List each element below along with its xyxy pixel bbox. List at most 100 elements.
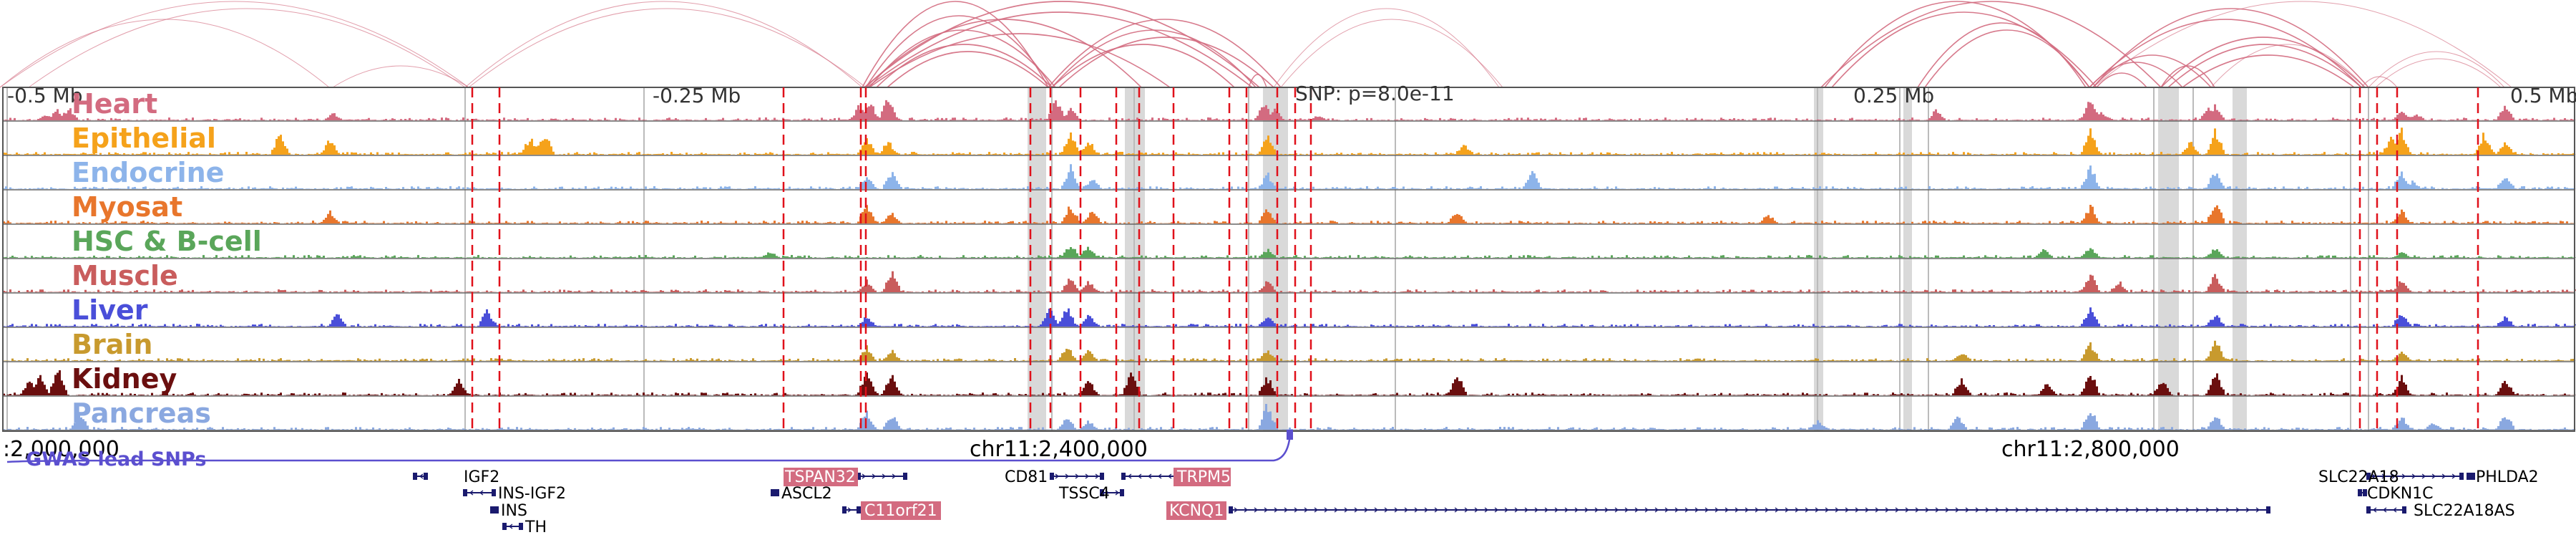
gene-trpm5[interactable]: TRPM5: [1121, 468, 1231, 486]
track-liver[interactable]: [3, 307, 2576, 328]
exon: [1100, 473, 1104, 480]
gene-tssc4[interactable]: TSSC4: [1058, 485, 1124, 503]
gene-label[interactable]: C11orf21: [864, 502, 937, 520]
gene-tspan32[interactable]: TSPAN32: [784, 468, 907, 486]
track-brain[interactable]: [3, 340, 2576, 362]
strand-arrow: [1244, 507, 1249, 513]
strand-arrow: [2255, 507, 2260, 513]
strand-arrow: [1865, 507, 1870, 513]
strand-arrow: [479, 490, 484, 496]
gene-ascl2[interactable]: ASCL2: [771, 485, 832, 503]
strand-arrow: [1825, 507, 1830, 513]
strand-arrow: [1985, 507, 1990, 513]
strand-arrow: [1584, 507, 1589, 513]
interaction-arc-37: [2210, 44, 2366, 88]
signal-tracks: [2, 87, 2576, 432]
gene-label[interactable]: SLC22A18AS: [2414, 502, 2515, 520]
track-label-endocrine[interactable]: Endocrine: [72, 157, 224, 188]
track-kidney[interactable]: [3, 370, 2576, 397]
gene-igf2[interactable]: IGF2: [413, 468, 499, 486]
strand-arrow: [1404, 507, 1409, 513]
gene-label[interactable]: PHLDA2: [2476, 468, 2539, 486]
gene-phlda2[interactable]: PHLDA2: [2467, 468, 2539, 486]
track-label-muscle[interactable]: Muscle: [72, 260, 178, 291]
gene-label[interactable]: KCNQ1: [1169, 502, 1224, 520]
gene-label[interactable]: SLC22A18: [2318, 468, 2399, 486]
track-signal: [3, 340, 2576, 361]
gene-label[interactable]: CDKN1C: [2367, 485, 2434, 503]
track-label-kidney[interactable]: Kidney: [72, 363, 177, 395]
interaction-arc-19: [1248, 74, 1267, 88]
track-label-hsc-bcell[interactable]: HSC & B-cell: [72, 226, 262, 257]
interaction-arc-39: [2368, 51, 2505, 88]
interaction-arc-5: [468, 8, 867, 88]
track-hsc-b-cell[interactable]: [3, 246, 2576, 259]
gene-cdkn1c[interactable]: CDKN1C: [2358, 485, 2434, 503]
gene-th[interactable]: TH: [502, 519, 547, 536]
strand-arrow: [2195, 507, 2200, 513]
gene-label[interactable]: INS-IGF2: [498, 485, 566, 503]
track-heart[interactable]: [3, 100, 2576, 122]
exon: [490, 506, 494, 514]
strand-arrow: [2055, 507, 2060, 513]
strand-arrow: [2115, 507, 2120, 513]
strand-arrow: [1845, 507, 1850, 513]
track-label-epithelial[interactable]: Epithelial: [72, 122, 216, 154]
strand-arrow: [2411, 473, 2416, 479]
gene-ins-igf2[interactable]: INS-IGF2: [463, 485, 566, 503]
strand-arrow: [1664, 507, 1669, 513]
interaction-arc-25: [1917, 22, 2087, 88]
coord-label-mid: chr11:2,400,000: [970, 437, 1148, 462]
strand-arrow: [1274, 507, 1279, 513]
interaction-arc-2: [28, 8, 466, 88]
gene-label[interactable]: CD81: [1005, 468, 1048, 486]
track-muscle[interactable]: [3, 271, 2576, 294]
interaction-arc-21: [1280, 19, 1503, 88]
interaction-arc-4: [464, 1, 863, 88]
strand-arrow: [1157, 473, 1162, 479]
strand-arrow: [1905, 507, 1910, 513]
gwas-track[interactable]: GWAS lead SNPs: [6, 430, 1293, 471]
interaction-arc-16: [1048, 19, 1282, 88]
track-label-liver[interactable]: Liver: [72, 294, 148, 326]
gene-cd81[interactable]: CD81: [1005, 468, 1104, 486]
strand-arrow: [469, 490, 474, 496]
highlight-bands: [6, 87, 2369, 431]
gene-ins[interactable]: INS: [490, 502, 527, 520]
track-label-myosat[interactable]: Myosat: [72, 191, 182, 223]
track-endocrine[interactable]: [3, 164, 2576, 191]
strand-arrow: [1704, 507, 1709, 513]
gene-label[interactable]: TH: [525, 519, 547, 536]
gene-slc22a18as[interactable]: SLC22A18AS: [2366, 502, 2515, 520]
track-myosat[interactable]: [3, 204, 2576, 225]
exon: [413, 473, 417, 480]
gene-highlight-box: [784, 468, 858, 486]
track-frame: [2, 87, 2575, 432]
strand-arrow: [1115, 490, 1120, 496]
strand-arrow: [1137, 473, 1142, 479]
interaction-arc-12: [887, 51, 1049, 88]
gene-slc22a18[interactable]: SLC22A18: [2318, 468, 2464, 486]
track-labels[interactable]: Heart Epithelial Endocrine Myosat HSC & …: [72, 88, 262, 429]
gwas-track-label: GWAS lead SNPs: [26, 448, 206, 471]
gene-label[interactable]: TRPM5: [1176, 468, 1231, 486]
track-label-heart[interactable]: Heart: [72, 88, 157, 120]
strand-arrow: [1634, 507, 1639, 513]
gene-label[interactable]: TSPAN32: [784, 468, 856, 486]
gene-label[interactable]: INS: [501, 502, 527, 520]
track-label-pancreas[interactable]: Pancreas: [72, 397, 211, 429]
gene-kcnq1[interactable]: KCNQ1: [1166, 501, 2270, 520]
strand-arrow: [1805, 507, 1810, 513]
track-epithelial[interactable]: [3, 127, 2576, 156]
strand-arrow: [1127, 473, 1132, 479]
gene-label[interactable]: IGF2: [464, 468, 499, 486]
gene-label[interactable]: ASCL2: [781, 485, 832, 503]
gwas-lead-snp-marker[interactable]: [1287, 430, 1293, 440]
track-pancreas[interactable]: [3, 404, 2576, 431]
gene-label[interactable]: TSSC4: [1058, 485, 1110, 503]
track-label-brain[interactable]: Brain: [72, 329, 152, 360]
gene-c11orf21[interactable]: C11orf21: [842, 501, 941, 520]
